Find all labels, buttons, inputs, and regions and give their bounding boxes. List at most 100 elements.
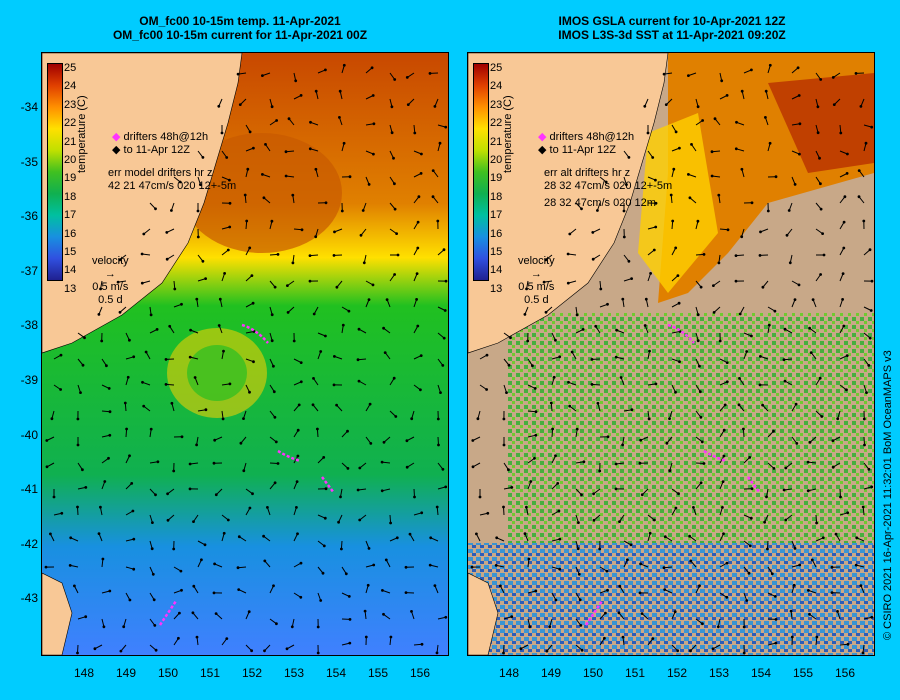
current-vector-head bbox=[867, 467, 871, 471]
current-vector-head bbox=[654, 178, 657, 182]
current-vector-head bbox=[793, 183, 797, 186]
right-velocity-title: velocity bbox=[518, 255, 555, 267]
right-colorbar-label: temperature (C) bbox=[502, 95, 514, 173]
right-current-arrows bbox=[470, 63, 874, 655]
current-vector-head bbox=[178, 180, 182, 184]
current-vector-head bbox=[663, 588, 667, 591]
current-vector-head bbox=[864, 141, 868, 145]
current-vector-head bbox=[439, 391, 442, 394]
left-australia-coast bbox=[42, 53, 243, 354]
current-vector-head bbox=[789, 609, 793, 613]
current-vector-head bbox=[212, 461, 216, 465]
current-vector-head bbox=[598, 547, 602, 551]
current-vector-head bbox=[275, 622, 278, 626]
current-vector-head bbox=[59, 388, 62, 391]
current-vector-head bbox=[599, 287, 603, 291]
current-vector-head bbox=[617, 611, 621, 615]
current-vector-head bbox=[759, 230, 762, 234]
current-vector-head bbox=[525, 505, 528, 509]
current-vector-head bbox=[792, 583, 796, 587]
current-vector-head bbox=[405, 76, 409, 79]
current-vector-head bbox=[248, 506, 252, 510]
current-vector-head bbox=[76, 417, 80, 421]
current-vector-head bbox=[393, 273, 396, 276]
current-vector-head bbox=[367, 547, 371, 550]
current-vector-head bbox=[662, 72, 666, 76]
current-vector-head bbox=[297, 403, 301, 407]
current-vector-head bbox=[392, 376, 396, 380]
current-vector-head bbox=[745, 599, 749, 602]
current-vector-head bbox=[368, 402, 372, 406]
current-vector-head bbox=[149, 427, 153, 431]
current-vector-head bbox=[665, 441, 669, 445]
current-vector-head bbox=[170, 401, 174, 405]
current-vector-head bbox=[690, 143, 693, 146]
current-vector-head bbox=[122, 625, 126, 629]
current-vector-head bbox=[262, 196, 266, 200]
current-vector-head bbox=[748, 456, 752, 459]
right-tasmania-coast bbox=[468, 572, 499, 655]
current-vector-head bbox=[764, 89, 768, 93]
current-vector-head bbox=[869, 309, 873, 312]
current-vector-head bbox=[808, 326, 811, 330]
current-vector-head bbox=[93, 647, 97, 651]
current-vector-head bbox=[646, 131, 650, 135]
current-vector-head bbox=[173, 287, 177, 291]
current-vector-head bbox=[696, 313, 700, 317]
current-vector-head bbox=[372, 563, 376, 567]
current-vector-head bbox=[842, 220, 846, 224]
current-vector-head bbox=[356, 358, 360, 362]
current-vector-head bbox=[735, 120, 738, 124]
colorbar-tick-label: 21 bbox=[64, 135, 77, 148]
current-vector-head bbox=[819, 182, 822, 186]
current-vector-head bbox=[638, 591, 642, 595]
current-vector-head bbox=[152, 598, 156, 602]
current-vector-head bbox=[671, 219, 675, 223]
current-vector-head bbox=[816, 105, 820, 109]
current-vector-head bbox=[742, 427, 745, 431]
current-vector-head bbox=[433, 584, 437, 587]
current-vector-head bbox=[316, 427, 319, 431]
current-vector-head bbox=[250, 649, 254, 653]
right-map-canvas bbox=[468, 53, 874, 655]
current-vector-head bbox=[338, 116, 341, 119]
current-vector-head bbox=[294, 79, 298, 83]
current-vector-head bbox=[485, 388, 488, 391]
current-vector-head bbox=[713, 117, 717, 121]
current-vector-head bbox=[783, 379, 787, 383]
current-vector-head bbox=[568, 404, 572, 408]
current-vector-head bbox=[180, 588, 183, 592]
colorbar-tick-label: 25 bbox=[490, 62, 503, 74]
current-vector-head bbox=[390, 105, 394, 109]
right-drifter-track bbox=[584, 600, 604, 626]
current-vector-head bbox=[502, 417, 506, 421]
current-vector-head bbox=[116, 280, 120, 284]
current-vector-head bbox=[274, 440, 278, 444]
current-vector-head bbox=[404, 565, 408, 569]
current-vector-head bbox=[672, 167, 676, 171]
left-title-line1: OM_fc00 10-15m temp. 11-Apr-2021 bbox=[139, 14, 341, 28]
current-vector-head bbox=[527, 557, 531, 561]
current-vector-head bbox=[228, 225, 232, 229]
current-vector-head bbox=[618, 584, 622, 588]
current-vector-head bbox=[725, 361, 729, 364]
current-vector-head bbox=[444, 279, 448, 283]
current-vector-head bbox=[308, 279, 312, 283]
current-vector-head bbox=[322, 456, 326, 459]
current-vector-head bbox=[710, 174, 714, 178]
current-vector-head bbox=[648, 531, 652, 535]
current-vector-head bbox=[332, 254, 336, 257]
current-vector-head bbox=[261, 74, 264, 77]
current-vector-head bbox=[668, 469, 672, 473]
colorbar-tick-label: 19 bbox=[490, 172, 503, 185]
current-vector-head bbox=[554, 454, 557, 458]
current-vector-head bbox=[654, 225, 658, 229]
current-vector-head bbox=[212, 591, 216, 595]
current-vector-head bbox=[413, 131, 417, 135]
current-vector-head bbox=[740, 89, 744, 93]
current-vector-head bbox=[81, 363, 85, 367]
left-current-arrows bbox=[44, 63, 448, 655]
x-tick-label: 152 bbox=[666, 666, 688, 680]
left-drifter-track bbox=[158, 600, 178, 626]
current-vector-head bbox=[338, 89, 342, 93]
